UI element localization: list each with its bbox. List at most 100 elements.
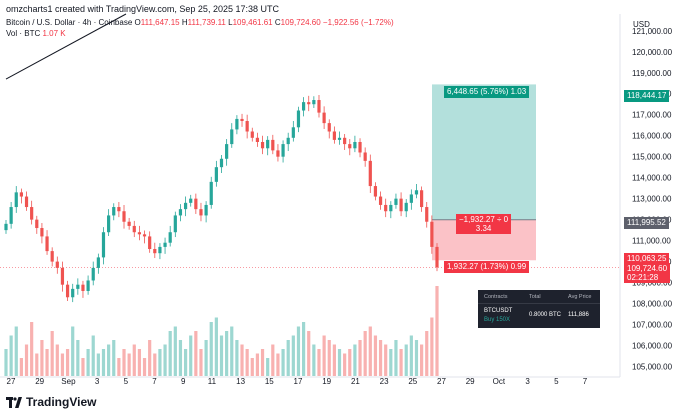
- candle-body: [183, 202, 188, 210]
- candle-body: [276, 150, 280, 157]
- volume-bar: [194, 331, 198, 376]
- candle-body: [271, 139, 275, 151]
- volume-bar: [183, 349, 188, 376]
- x-tick-label: Oct: [493, 377, 506, 386]
- x-tick-label: 25: [408, 377, 417, 386]
- candle-body: [255, 137, 260, 142]
- volume-bar: [91, 335, 95, 376]
- volume-bar: [122, 349, 126, 376]
- volume-bar: [60, 353, 65, 376]
- candle-body: [4, 223, 8, 231]
- volume-bar: [430, 317, 434, 376]
- total-header: Total: [529, 294, 541, 300]
- candle-body: [404, 202, 408, 212]
- volume-bar: [65, 349, 70, 376]
- position-panel[interactable]: Contracts Total Avg Price BTCUSDT Buy 15…: [478, 290, 600, 328]
- volume-bar: [378, 340, 383, 376]
- volume-bar: [219, 335, 224, 376]
- candle-body: [178, 209, 183, 216]
- target-price-tag: 118,444.17: [624, 90, 670, 102]
- candle-body: [368, 160, 372, 187]
- candle-body: [86, 280, 90, 291]
- stop-price-tag: 110,063.25: [624, 253, 670, 265]
- volume-bar: [127, 353, 131, 376]
- x-tick-label: 29: [35, 377, 44, 386]
- volume-bar: [271, 344, 275, 376]
- candle-body: [14, 192, 18, 208]
- profit-label: 6,448.65 (5.76%) 1.03: [444, 86, 530, 98]
- trend-line-segment: [5, 13, 127, 80]
- symbol-title[interactable]: Bitcoin / U.S. Dollar · 4h · Coinbase: [6, 18, 133, 27]
- open-pnl-label: −1,932.27 ÷ 0 3.34: [456, 214, 512, 234]
- candle-body: [50, 251, 54, 262]
- volume-bar: [343, 353, 347, 376]
- volume-bar: [132, 344, 136, 376]
- position-zones: [0, 84, 620, 268]
- x-tick-label: 7: [583, 377, 588, 386]
- candle-body: [266, 139, 270, 149]
- contracts-header: Contracts: [484, 294, 508, 300]
- candle-body: [107, 215, 111, 233]
- y-tick-label: 121,000.00: [632, 27, 673, 36]
- candle-body: [322, 112, 326, 124]
- currency-label[interactable]: USD: [633, 20, 650, 29]
- volume-bar: [35, 353, 39, 376]
- candle-body: [286, 137, 290, 145]
- y-tick-label: 117,000.00: [632, 111, 672, 120]
- position-side: Buy 150X: [484, 317, 511, 323]
- volume-bar: [291, 335, 295, 376]
- candle-body: [414, 190, 419, 195]
- volume-bar: [137, 349, 142, 376]
- x-tick-label: 9: [181, 377, 186, 386]
- volume-bar: [296, 326, 301, 376]
- x-tick-label: 11: [208, 377, 217, 386]
- last-price-tag: 109,724.60 02:21:28: [624, 263, 671, 283]
- candles: [4, 94, 439, 303]
- candle-body: [55, 261, 59, 268]
- candle-body: [240, 118, 244, 122]
- volume-bar: [204, 340, 208, 376]
- candle-body: [307, 102, 311, 105]
- volume-bar: [225, 331, 229, 376]
- volume-bar: [153, 353, 157, 376]
- bar-countdown: 02:21:28: [627, 273, 659, 282]
- y-tick-label: 107,000.00: [632, 321, 673, 330]
- volume-bar: [348, 349, 352, 376]
- candle-body: [132, 225, 136, 233]
- volume-bar: [86, 349, 90, 376]
- volume-bar: [245, 349, 249, 376]
- candle-body: [373, 186, 378, 197]
- candle-body: [117, 207, 121, 212]
- volume-bar: [163, 344, 167, 376]
- volume-bar: [435, 286, 439, 376]
- volume-bar: [394, 340, 398, 376]
- candle-body: [260, 141, 265, 149]
- trend-line[interactable]: [5, 13, 127, 80]
- volume-bar: [9, 335, 13, 376]
- candle-body: [35, 219, 39, 229]
- x-tick-label: 15: [265, 377, 274, 386]
- entry-price-tag: 111,995.52: [624, 217, 669, 229]
- open-value: 111,647.15: [140, 18, 180, 27]
- candle-body: [9, 207, 13, 224]
- x-tick-label: Sep: [61, 377, 76, 386]
- y-tick-label: 114,000.00: [632, 174, 672, 183]
- candle-body: [343, 137, 347, 145]
- volume-bar: [404, 344, 408, 376]
- close-label: C: [274, 18, 281, 27]
- volume-bar: [107, 344, 111, 376]
- candle-body: [435, 246, 439, 268]
- x-tick-label: 27: [7, 377, 16, 386]
- candle-body: [81, 284, 85, 291]
- position-avg-price: 111,886: [568, 312, 589, 318]
- y-tick-label: 105,000.00: [632, 363, 673, 372]
- volume-bar: [101, 349, 106, 376]
- candle-body: [91, 267, 95, 281]
- candle-body: [425, 207, 429, 222]
- x-tick-label: 5: [124, 377, 129, 386]
- volume-bar: [337, 349, 342, 376]
- volume-bar: [317, 349, 321, 376]
- volume-bar: [178, 340, 183, 376]
- y-tick-label: 116,000.00: [632, 132, 672, 141]
